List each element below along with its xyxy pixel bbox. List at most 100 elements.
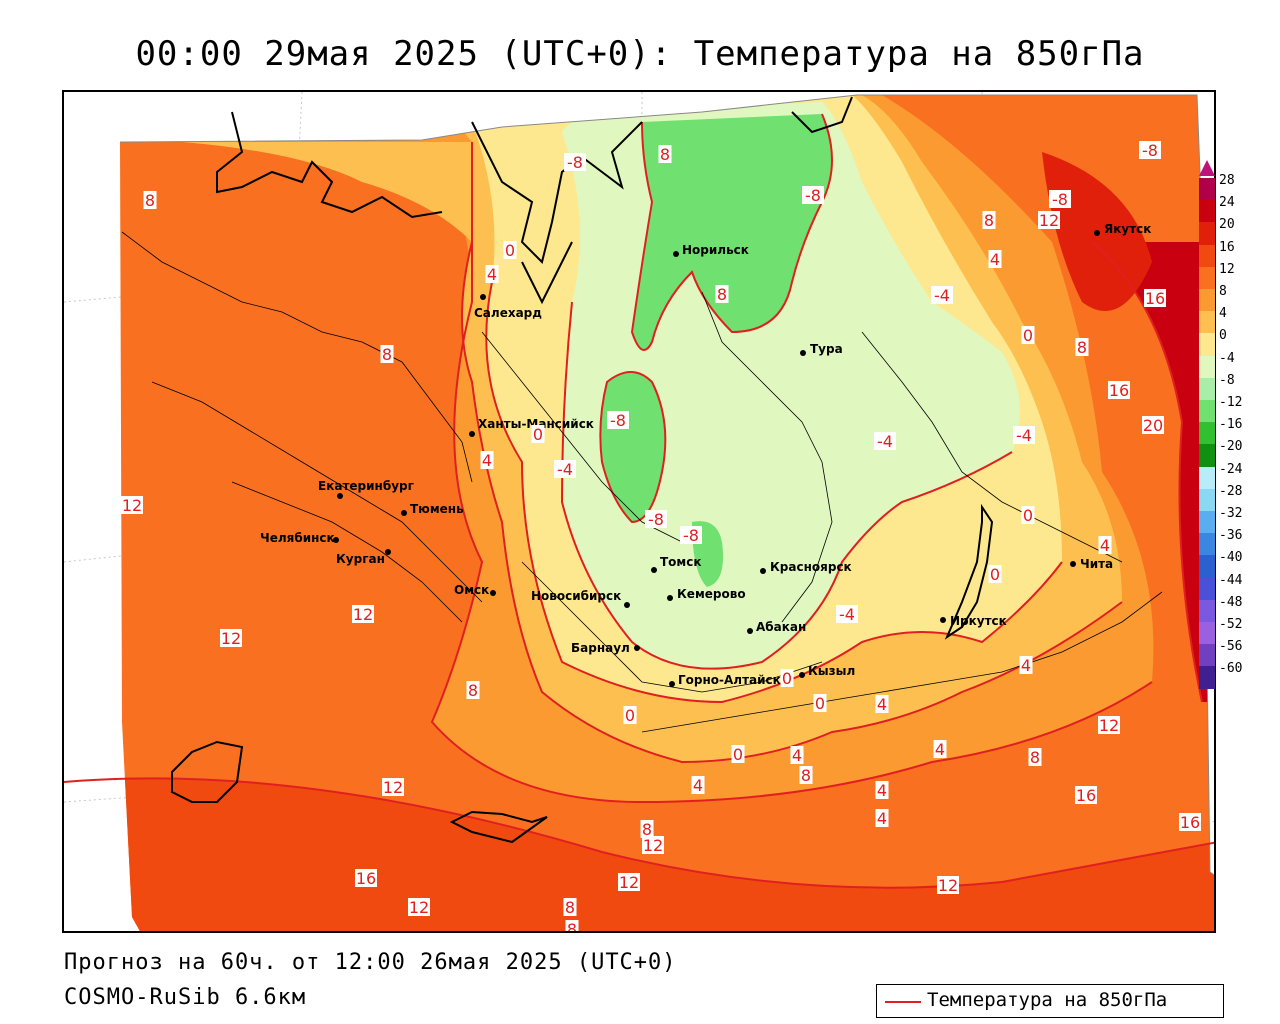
scale-tick-label: -56 [1219,639,1243,655]
contour-label: 16 [1076,786,1096,805]
city-dot-tyumen [401,510,407,516]
contour-label-bg [875,695,889,713]
admin-borders [121,231,1163,733]
scale-color-step [1199,200,1215,223]
city-label-gorno-altaysk: Горно-Алтайск [678,673,781,687]
contour-label: -4 [934,286,950,305]
scale-color-step [1199,266,1215,290]
field-minus8-north [632,114,832,350]
contour-label: 4 [693,776,703,795]
city-dot-novosibirsk [624,602,630,608]
contour-label-bg [1139,141,1161,159]
contour-label: 12 [619,873,639,892]
contour-label: 12 [938,876,958,895]
contour-label: 0 [625,706,635,725]
contour-label: 4 [792,746,802,765]
city-label-yakutsk: Якутск [1104,222,1151,236]
isotherms [64,113,1214,889]
city-dot-omsk [490,590,496,596]
scale-color-step [1199,622,1215,645]
contour-label: 4 [1100,536,1110,555]
contour-label-bg [1021,326,1035,344]
contour-label-bg [1098,536,1112,554]
contour-label-bg [485,265,499,283]
contour-label: 4 [935,740,945,759]
contour-label: 8 [642,820,652,839]
contour-label: 8 [1077,338,1087,357]
contour-label: 12 [643,836,663,855]
contour-label: 16 [1180,813,1200,832]
scale-tick-label: 0 [1219,328,1227,344]
contour-label-bg [680,526,702,544]
field-20-east [1092,242,1214,702]
city-label-abakan: Абакан [756,620,806,634]
contour-label-bg [121,496,143,514]
contour-label: 8 [984,211,994,230]
scale-tick-label: 16 [1219,239,1235,255]
scale-tick-label: 12 [1219,261,1235,277]
contour-label: 0 [1023,326,1033,345]
contour-label: 8 [145,191,155,210]
contour-label: 0 [505,241,515,260]
contour-label-bg [691,776,705,794]
scale-color-step [1199,511,1215,534]
contour-label: -4 [839,605,855,624]
contour-label-bg [1019,656,1033,674]
contour-label: 16 [1145,289,1165,308]
contour-label-bg [1108,381,1130,399]
scale-color-step [1199,444,1215,468]
contour-label: -8 [1052,190,1068,209]
legend-line-swatch [885,1001,921,1003]
city-dot-krasnoyarsk [760,568,766,574]
city-label-chelyabinsk: Челябинск [260,531,335,545]
city-dot-kyzyl [799,672,805,678]
model-text: COSMO-RuSib 6.6км [64,985,307,1010]
contour-label-bg [875,781,889,799]
contour-label: 8 [468,681,478,700]
field-minus8-west [600,372,666,522]
contour-label-bg [813,694,827,712]
contour-label: -8 [683,526,699,545]
contour-label-bg [1142,416,1164,434]
contour-label: 0 [782,669,792,688]
contour-label: -8 [1142,141,1158,160]
map-title: 00:00 29мая 2025 (UTC+0): Температура на… [135,34,1145,74]
contour-label-bg [982,211,996,229]
map-area[interactable]: Норильск Салехард Тура Якутск Ханты-Манс… [62,90,1216,933]
contour-label: 8 [660,145,670,164]
contour-label: 8 [717,285,727,304]
scale-color-step [1199,377,1215,401]
scale-tick-label: -4 [1219,350,1235,366]
scale-color-step [1199,244,1215,268]
scale-tick-label: -36 [1219,528,1243,544]
contour-label-bg [658,145,672,163]
scale-tick-label: 20 [1219,217,1235,233]
contour-label-bg [642,836,664,854]
legend: Температура на 850гПа [876,984,1224,1018]
contour-label: 8 [801,766,811,785]
coastlines [171,96,994,844]
scale-tick-label: -24 [1219,461,1243,477]
city-dot-salekhard [480,294,486,300]
scale-tick-label: -52 [1219,617,1243,632]
contour-label-bg [836,605,858,623]
scale-tick-label: -8 [1219,372,1235,388]
contour-label-bg [623,706,637,724]
scale-color-step [1199,466,1215,490]
contour-label: 8 [567,920,577,933]
contour-label-bg [1021,506,1035,524]
contour-label-bg [731,745,745,763]
legend-label: Температура на 850гПа [927,989,1168,1011]
contour-label-bg [715,285,729,303]
contour-label-bg [220,629,242,647]
city-dot-yakutsk [1094,230,1100,236]
scale-tick-label: 28 [1219,173,1235,188]
contour-label-bg [143,191,157,209]
city-label-barnaul: Барнаул [571,641,630,655]
scale-tick-label: -44 [1219,572,1243,588]
contour-label-bg [1028,748,1042,766]
contour-label: -4 [1016,426,1032,445]
contour-label-bg [988,250,1002,268]
scale-color-step [1199,178,1215,201]
contour-label: 4 [482,451,492,470]
